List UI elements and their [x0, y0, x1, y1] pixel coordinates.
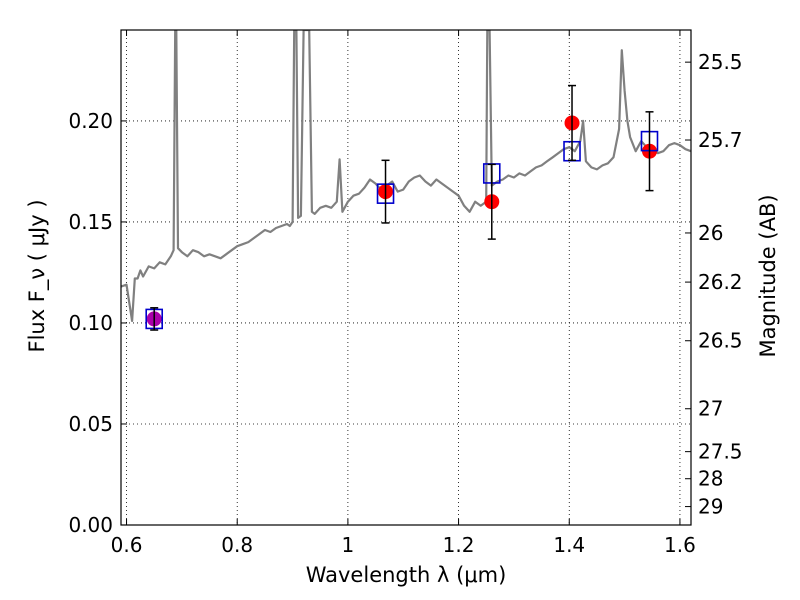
- y-tick-label: 0.15: [68, 210, 113, 234]
- y-right-tick-label: 26: [698, 221, 723, 245]
- plot-frame: [120, 29, 692, 526]
- y-right-tick-label: 28: [698, 467, 723, 491]
- x-tick-label: 1: [342, 533, 355, 557]
- y-right-tick-label: 25.5: [698, 50, 743, 74]
- x-tick-label: 0.8: [221, 533, 253, 557]
- y-axis-right-label: Magnitude (AB): [756, 194, 780, 357]
- y-axis-label: Flux F_ν ( μJy ): [25, 199, 50, 352]
- x-tick-label: 1.4: [553, 533, 585, 557]
- y-tick-label: 0.20: [68, 109, 113, 133]
- x-tick-label: 0.6: [111, 533, 143, 557]
- y-tick-label: 0.05: [68, 412, 113, 436]
- y-tick-label: 0.10: [68, 311, 113, 335]
- y-right-tick-label: 26.5: [698, 329, 743, 353]
- y-tick-label: 0.00: [68, 513, 113, 537]
- y-right-tick-label: 29: [698, 495, 723, 519]
- photometry-markers: [145, 84, 659, 331]
- x-axis-label: Wavelength λ (μm): [306, 563, 507, 587]
- y-right-tick-label: 26.2: [698, 270, 743, 294]
- axis-ticks: 0.6 0.8 1 1.2 1.4 1.6 0.00 0.05 0.10 0.15 0.20 25.5…: [68, 30, 743, 557]
- x-tick-label: 1.2: [443, 533, 475, 557]
- x-tick-label: 1.6: [664, 533, 696, 557]
- y-right-tick-label: 27: [698, 397, 723, 421]
- y-right-tick-label: 25.7: [698, 128, 743, 152]
- y-right-tick-label: 27.5: [698, 440, 743, 464]
